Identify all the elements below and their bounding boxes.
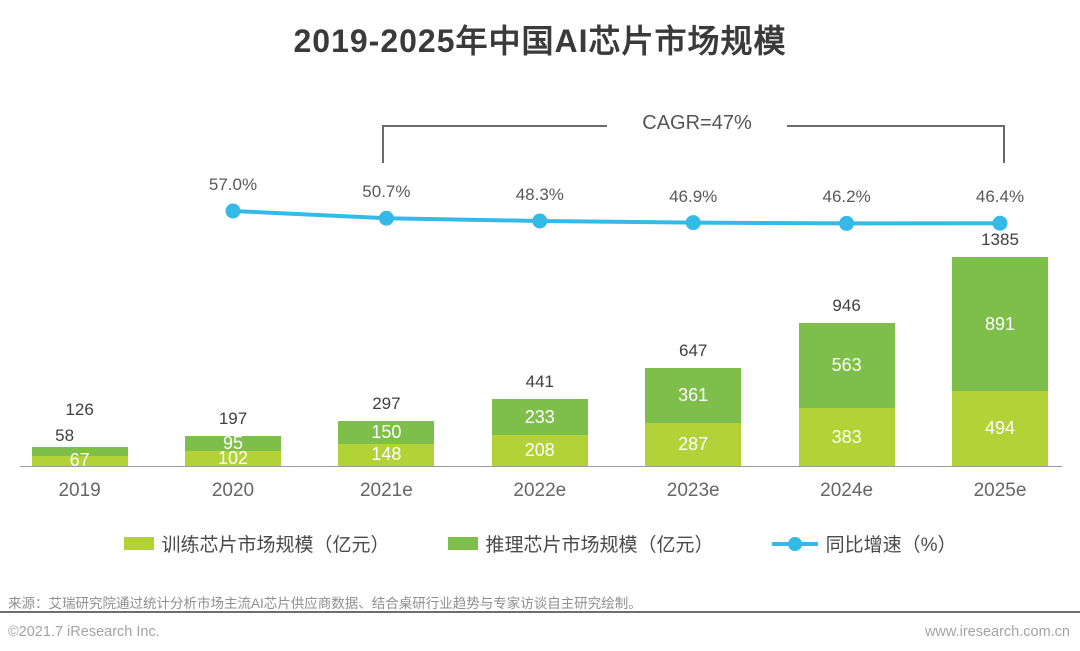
inference-value-2021e: 150 <box>371 421 402 442</box>
growth-label-2023e: 46.9% <box>669 186 718 206</box>
x-axis-label-2023e: 2023e <box>666 480 720 501</box>
legend-dot <box>787 536 802 551</box>
stacked-bar-2022e: 233 208 <box>491 399 588 466</box>
training-segment-2019: 67 <box>31 450 128 470</box>
stacked-bar-2025e: 891 494 <box>952 256 1048 466</box>
growth-point-2024e <box>839 215 855 231</box>
training-segment-2020: 102 <box>185 447 281 468</box>
cagr-annotation: CAGR=47% <box>642 112 752 134</box>
growth-point-2023e <box>685 215 701 231</box>
inference-segment-2020: 95 <box>185 433 281 453</box>
training-value-2022e: 208 <box>524 439 555 460</box>
legend: 训练芯片市场规模（亿元） 推理芯片市场规模（亿元） 同比增速（%） <box>0 530 1080 557</box>
inference-value-2022e: 233 <box>524 406 555 427</box>
growth-label-2020: 57.0% <box>208 175 258 194</box>
growth-line-chart <box>225 203 1008 231</box>
plot-area: CAGR=47% 67 58 126 2019 95 102 197 2020 150 148 29… <box>20 100 1062 501</box>
growth-label-2025e: 46.4% <box>975 187 1025 207</box>
x-axis-label-2024e: 2024e <box>820 480 874 501</box>
legend-item-2: 推理芯片市场规模（亿元） <box>447 530 714 557</box>
growth-line <box>232 209 1001 226</box>
legend-item-1: 训练芯片市场规模（亿元） <box>123 530 390 557</box>
training-segment-2022e: 208 <box>491 434 588 466</box>
cagr-bracket-right <box>787 125 1005 163</box>
training-segment-2021e: 148 <box>338 443 435 466</box>
inference-segment-2025e: 891 <box>952 256 1048 392</box>
website-text: www.iresearch.com.cn <box>924 624 1070 640</box>
inference-value-2019: 58 <box>55 426 75 446</box>
stacked-bar-2023e: 361 287 <box>645 368 742 466</box>
stacked-bar-2020: 95 102 <box>185 433 281 468</box>
legend-label-1: 训练芯片市场规模（亿元） <box>161 535 390 556</box>
total-value-2023e: 647 <box>679 341 708 361</box>
inference-value-2020: 95 <box>222 432 244 453</box>
stacked-bar-2021e: 150 148 <box>338 421 435 466</box>
inference-value-2024e: 563 <box>831 355 862 376</box>
training-value-2021e: 148 <box>371 444 402 465</box>
x-axis-label-2025e: 2025e <box>973 480 1027 501</box>
footer-divider <box>0 611 1080 613</box>
growth-point-2025e <box>992 215 1008 231</box>
inference-segment-2019 <box>31 447 128 456</box>
training-value-2024e: 383 <box>831 426 862 447</box>
total-value-2025e: 1385 <box>981 229 1019 249</box>
legend-line-dot-icon <box>771 536 818 551</box>
legend-swatch-icon <box>123 537 154 550</box>
legend-label-2: 推理芯片市场规模（亿元） <box>485 535 714 556</box>
legend-item-3: 同比增速（%） <box>771 530 957 557</box>
training-segment-2025e: 494 <box>952 391 1048 466</box>
total-value-2019: 126 <box>65 400 94 420</box>
x-axis-label-2020: 2020 <box>211 480 255 501</box>
total-value-2020: 197 <box>218 409 248 429</box>
training-value-2019: 67 <box>69 450 90 471</box>
growth-label-2024e: 46.2% <box>822 187 871 207</box>
growth-point-2022e <box>532 213 548 229</box>
x-axis-label-2022e: 2022e <box>513 480 567 501</box>
legend-swatch-icon <box>447 537 478 550</box>
inference-segment-2021e: 150 <box>338 421 435 444</box>
stacked-bar-2019: 67 <box>31 447 128 470</box>
growth-label-2021e: 50.7% <box>362 182 411 202</box>
inference-segment-2023e: 361 <box>645 368 742 423</box>
training-value-2023e: 287 <box>678 433 709 454</box>
cagr-bracket-left <box>382 125 607 163</box>
copyright-text: ©2021.7 iResearch Inc. <box>8 624 160 640</box>
source-note: 来源：艾瑞研究院通过统计分析市场主流AI芯片供应商数据、结合桌研行业趋势与专家访… <box>8 596 642 611</box>
training-segment-2023e: 287 <box>645 422 742 466</box>
inference-segment-2024e: 563 <box>798 323 895 409</box>
training-segment-2024e: 383 <box>798 408 895 466</box>
x-axis-label-2021e: 2021e <box>359 480 413 501</box>
inference-value-2023e: 361 <box>678 384 709 405</box>
growth-point-2021e <box>378 210 394 226</box>
total-value-2021e: 297 <box>372 394 401 414</box>
training-value-2025e: 494 <box>984 418 1016 439</box>
x-axis-label-2019: 2019 <box>58 480 101 501</box>
page-title: 2019-2025年中国AI芯片市场规模 <box>293 23 787 59</box>
inference-value-2025e: 891 <box>984 313 1016 334</box>
growth-label-2022e: 48.3% <box>515 185 564 204</box>
inference-segment-2022e: 233 <box>491 399 588 435</box>
stacked-bar-2024e: 563 383 <box>798 323 895 466</box>
legend-label-3: 同比增速（%） <box>825 535 957 556</box>
total-value-2022e: 441 <box>525 372 554 392</box>
training-value-2020: 102 <box>217 447 249 468</box>
total-value-2024e: 946 <box>832 296 861 316</box>
growth-point-2020 <box>225 203 241 219</box>
